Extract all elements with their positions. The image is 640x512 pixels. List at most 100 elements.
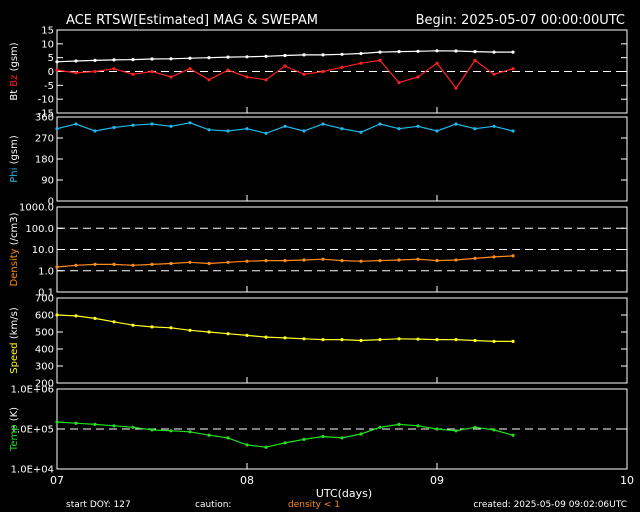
data-point-density: [131, 263, 135, 267]
y-axis-label-part: Phi: [9, 168, 20, 183]
data-point-bz: [302, 72, 306, 76]
y-axis-label-part: Bt: [9, 90, 20, 101]
y-tick-label: -15: [38, 109, 54, 120]
data-point-bt: [55, 60, 59, 64]
data-point-phi: [511, 129, 515, 133]
data-point-bt: [359, 51, 363, 56]
x-tick-label: 09: [430, 474, 444, 487]
data-point-density: [511, 254, 515, 258]
data-point-phi: [359, 130, 363, 134]
data-point-bz: [416, 75, 420, 79]
data-point-bt: [169, 57, 173, 61]
data-point-density: [302, 258, 306, 262]
y-axis-label-part: Bz: [9, 75, 20, 90]
data-point-temp: [245, 443, 249, 447]
data-point-bt: [283, 53, 287, 58]
footer-density-note: density < 1: [288, 500, 340, 510]
data-point-bt: [150, 57, 154, 61]
data-point-speed: [454, 338, 458, 342]
data-point-bz: [112, 67, 116, 71]
data-point-temp: [454, 429, 458, 433]
data-point-phi: [473, 127, 477, 131]
panel-temp: 1.0E+06 1.0E+05 1.0E+04 Temp (K): [9, 385, 628, 476]
data-point-speed: [302, 337, 306, 341]
data-point-temp: [131, 425, 135, 429]
y-tick-label: 1.0E+05: [11, 425, 54, 436]
y-tick-label: 360: [35, 113, 54, 124]
y-tick-label: 100.0: [25, 224, 54, 235]
begin-time: Begin: 2025-05-07 00:00:00UTC: [416, 13, 625, 28]
y-tick-label: 10: [41, 39, 54, 50]
data-point-density: [435, 259, 439, 263]
data-point-density: [397, 258, 401, 262]
data-point-speed: [435, 338, 439, 342]
footer-created: created: 2025-05-09 09:02:06UTC: [473, 500, 627, 510]
data-point-speed: [150, 325, 154, 329]
y-axis-label-part: Density: [9, 248, 20, 286]
data-point-temp: [188, 430, 192, 434]
y-tick-label: 15: [41, 26, 54, 37]
data-point-speed: [226, 332, 230, 336]
y-axis-label-part: (K): [9, 407, 20, 425]
y-axis-label-part: (km/s): [9, 307, 20, 342]
x-tick-label: 10: [620, 474, 634, 487]
data-point-density: [359, 259, 363, 263]
data-point-temp: [283, 441, 287, 445]
data-point-density: [150, 262, 154, 266]
data-point-density: [340, 259, 344, 263]
data-point-bz: [264, 78, 268, 82]
data-point-density: [226, 260, 230, 264]
data-point-speed: [131, 323, 135, 327]
data-point-bt: [397, 50, 401, 54]
y-axis-label-speed: Speed (km/s): [9, 307, 20, 374]
y-axis-label-part: (gsm): [9, 135, 20, 167]
data-point-phi: [454, 122, 458, 126]
data-point-bz: [93, 69, 97, 74]
data-point-bt: [416, 49, 420, 53]
data-point-speed: [473, 338, 477, 343]
data-point-temp: [150, 428, 154, 432]
data-point-temp: [511, 433, 515, 437]
data-point-bz: [150, 69, 154, 74]
y-tick-label: -5: [44, 81, 54, 92]
data-point-speed: [340, 338, 344, 342]
y-axis-label-part: Temp: [9, 424, 20, 452]
data-point-density: [74, 263, 78, 267]
data-point-temp: [264, 445, 268, 449]
data-point-density: [169, 261, 173, 266]
data-point-bz: [321, 69, 325, 74]
data-point-bt: [264, 54, 268, 58]
data-point-speed: [378, 338, 382, 342]
data-point-speed: [492, 339, 496, 343]
data-point-density: [55, 265, 59, 269]
y-tick-label: 400: [35, 345, 54, 356]
data-point-bt: [74, 59, 78, 63]
panels: 15 10 5 0 -5 -10 -15 Bt Bz (gsm) 360 270 180 90 0 Phi…: [9, 26, 628, 476]
data-point-phi: [74, 122, 78, 126]
data-point-speed: [55, 313, 59, 317]
panel-speed: 700 600 500 400 300 200 Speed (km/s): [9, 294, 628, 390]
data-point-density: [112, 262, 116, 266]
data-point-temp: [492, 428, 496, 432]
data-point-bt: [112, 58, 116, 62]
data-point-bt: [188, 56, 192, 60]
data-point-bz: [207, 78, 211, 82]
y-tick-label: 0: [48, 67, 54, 78]
data-point-temp: [473, 425, 477, 429]
data-point-speed: [359, 338, 363, 343]
data-point-temp: [416, 424, 420, 428]
data-point-temp: [340, 436, 344, 440]
data-point-density: [473, 256, 477, 260]
y-tick-label: 200: [35, 379, 54, 390]
data-point-bz: [283, 64, 287, 68]
data-point-bz: [492, 72, 496, 76]
data-point-speed: [74, 314, 78, 318]
data-point-speed: [511, 339, 515, 343]
data-point-temp: [207, 433, 211, 437]
data-point-speed: [112, 320, 116, 324]
footer-start-doy: start DOY: 127: [66, 500, 131, 510]
data-point-temp: [55, 420, 59, 424]
y-axis-label-phi: Phi (gsm): [9, 135, 20, 183]
y-tick-label: 600: [35, 311, 54, 322]
data-point-phi: [150, 122, 154, 126]
